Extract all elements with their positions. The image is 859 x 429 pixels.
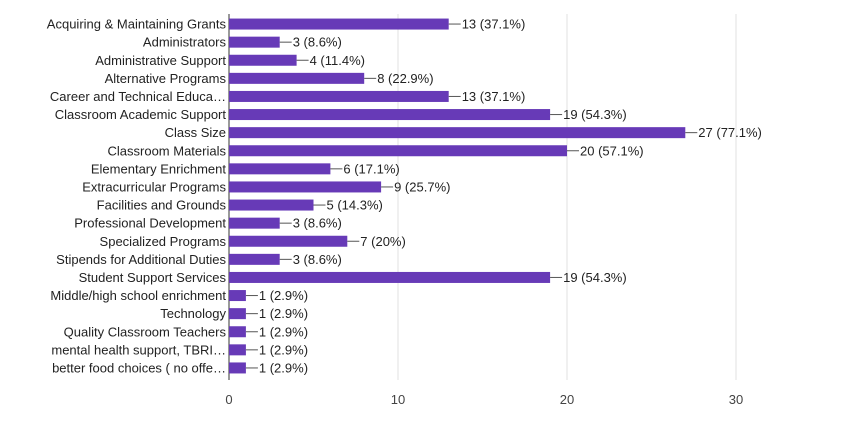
bar xyxy=(229,344,246,356)
category-label: Acquiring & Maintaining Grants xyxy=(47,17,227,32)
bar xyxy=(229,235,348,247)
bar xyxy=(229,290,246,302)
category-label: Elementary Enrichment xyxy=(91,161,226,176)
value-label: 3 (8.6%) xyxy=(293,252,342,267)
category-label: Facilities and Grounds xyxy=(97,198,227,213)
x-tick-label: 30 xyxy=(729,392,743,407)
bar xyxy=(229,109,551,121)
tick-layer: 0 10 20 30 xyxy=(225,392,743,407)
value-label: 4 (11.4%) xyxy=(310,53,365,68)
label-layer: Acquiring & Maintaining Grants 13 (37.1%)… xyxy=(47,17,762,376)
category-label: Specialized Programs xyxy=(100,234,227,249)
bar xyxy=(229,163,331,175)
bar xyxy=(229,362,246,374)
value-label: 19 (54.3%) xyxy=(563,270,627,285)
x-tick-label: 20 xyxy=(560,392,574,407)
value-label: 27 (77.1%) xyxy=(698,125,762,140)
category-label: better food choices ( no offe… xyxy=(52,360,226,375)
value-label: 7 (20%) xyxy=(360,234,406,249)
bar xyxy=(229,18,449,30)
category-label: Classroom Academic Support xyxy=(55,107,227,122)
category-label: Student Support Services xyxy=(79,270,227,285)
category-label: Administrative Support xyxy=(95,53,226,68)
category-label: Classroom Materials xyxy=(108,143,227,158)
value-label: 1 (2.9%) xyxy=(259,342,308,357)
value-label: 8 (22.9%) xyxy=(377,71,433,86)
bar xyxy=(229,199,314,211)
value-label: 1 (2.9%) xyxy=(259,288,308,303)
category-label: Professional Development xyxy=(74,216,226,231)
value-label: 6 (17.1%) xyxy=(343,161,399,176)
value-label: 1 (2.9%) xyxy=(259,306,308,321)
category-label: Middle/high school enrichment xyxy=(50,288,226,303)
category-label: Career and Technical Educa… xyxy=(50,89,226,104)
value-label: 13 (37.1%) xyxy=(462,17,526,32)
bar xyxy=(229,145,567,157)
category-label: Extracurricular Programs xyxy=(82,179,226,194)
category-label: Stipends for Additional Duties xyxy=(56,252,226,267)
category-label: Class Size xyxy=(165,125,226,140)
bar xyxy=(229,271,551,283)
category-label: Technology xyxy=(160,306,226,321)
bar xyxy=(229,181,382,193)
value-label: 9 (25.7%) xyxy=(394,179,450,194)
category-label: Quality Classroom Teachers xyxy=(64,324,227,339)
value-label: 5 (14.3%) xyxy=(327,198,383,213)
x-tick-label: 10 xyxy=(391,392,405,407)
value-label: 1 (2.9%) xyxy=(259,324,308,339)
bar xyxy=(229,217,280,229)
value-label: 20 (57.1%) xyxy=(580,143,644,158)
value-label: 3 (8.6%) xyxy=(293,35,342,50)
x-tick-label: 0 xyxy=(225,392,232,407)
bar xyxy=(229,326,246,338)
bar xyxy=(229,72,365,84)
bar xyxy=(229,54,297,66)
bar xyxy=(229,308,246,320)
bar xyxy=(229,90,449,102)
bar xyxy=(229,127,686,139)
value-label: 19 (54.3%) xyxy=(563,107,627,122)
bar xyxy=(229,36,280,48)
value-label: 13 (37.1%) xyxy=(462,89,526,104)
value-label: 3 (8.6%) xyxy=(293,216,342,231)
bar xyxy=(229,253,280,265)
category-label: Administrators xyxy=(143,35,227,50)
value-label: 1 (2.9%) xyxy=(259,360,308,375)
category-label: mental health support, TBRI… xyxy=(51,342,226,357)
category-label: Alternative Programs xyxy=(105,71,227,86)
bar-layer xyxy=(229,18,686,374)
